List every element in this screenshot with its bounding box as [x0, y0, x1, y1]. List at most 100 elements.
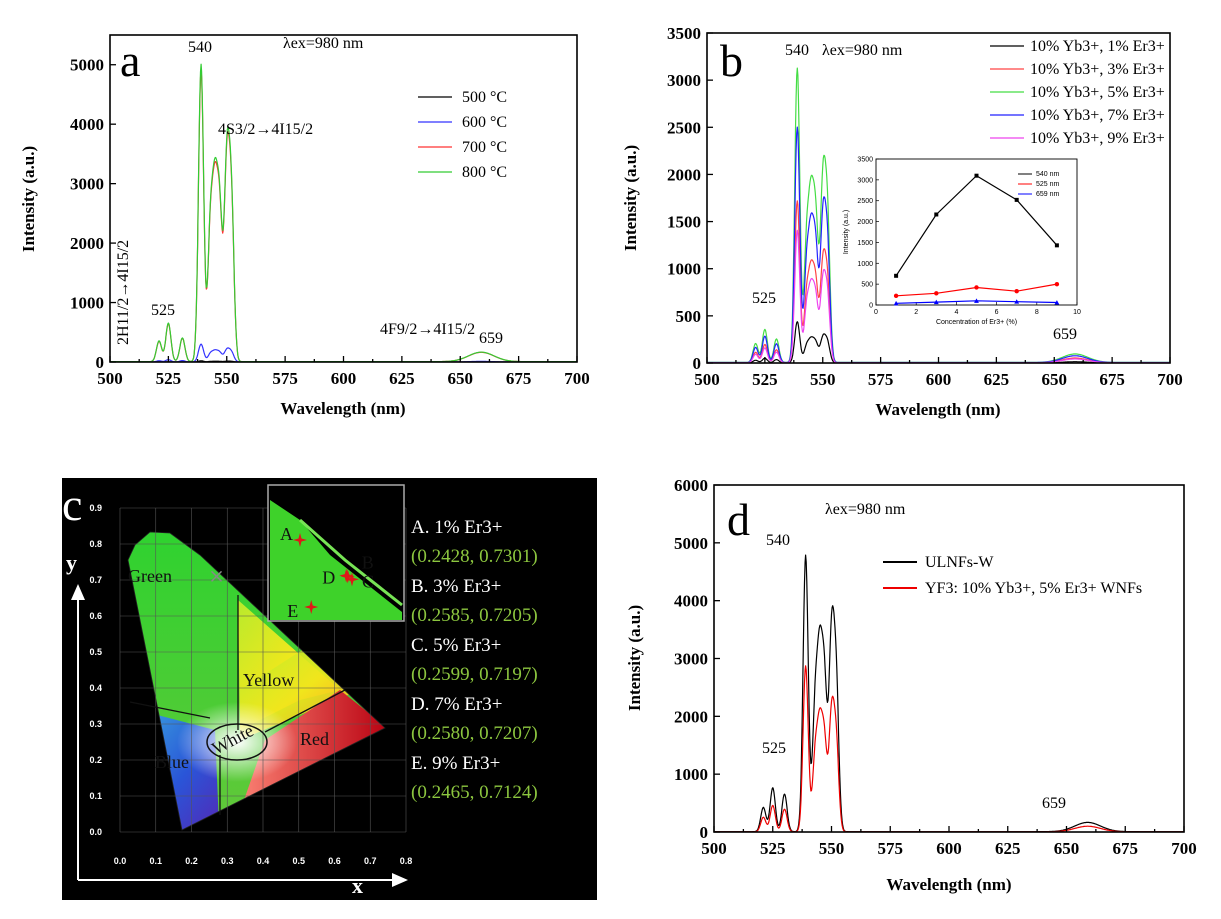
- panel-b-ylabel: Intensity (a.u.): [621, 145, 640, 251]
- cie-list-coords: (0.2585, 0.7205): [411, 605, 538, 626]
- cie-list-name: C. 5% Er3+: [411, 635, 501, 656]
- panel-b-xtick-label: 700: [1157, 370, 1183, 389]
- panel-a-label: a: [120, 35, 140, 86]
- cie-points: A BC D E: [280, 524, 374, 621]
- inset-xtick-label: 6: [995, 309, 999, 316]
- panel-b-legend-label: 10% Yb3+, 1% Er3+: [1030, 38, 1165, 55]
- inset-point: [1054, 281, 1060, 287]
- panel-a-xtick-label: 650: [448, 369, 474, 388]
- inset-ytick-label: 2000: [857, 219, 873, 226]
- panel-a-xtick-label: 575: [272, 369, 298, 388]
- panel-d: 500 525 550 575 600 625 650 675 700 0 1000 2000 300…: [625, 476, 1197, 894]
- cie-region-blue: Blue: [155, 752, 189, 772]
- panel-a-xtick-label: 625: [389, 369, 415, 388]
- panel-a-series-3: [110, 63, 577, 362]
- panel-b-yticks: 0 500 1000 1500 2000 2500 3000 3500: [667, 24, 713, 373]
- panel-d-xtick-label: 525: [760, 839, 786, 858]
- cie-point-label: B: [362, 552, 374, 572]
- panel-c-label: c: [62, 479, 82, 530]
- panel-b-legend-label: 10% Yb3+, 9% Er3+: [1030, 130, 1165, 147]
- cie-region-green: Green: [128, 566, 172, 586]
- panel-d-ytick-label: 4000: [674, 592, 708, 611]
- panel-a-frame: [109, 34, 578, 363]
- inset-frame: [875, 158, 1078, 306]
- panel-a-xlabel: Wavelength (nm): [280, 399, 405, 418]
- panel-a-legend-label: 800 °C: [462, 164, 507, 181]
- panel-d-peak-659: 659: [1042, 795, 1066, 812]
- panel-b-xtick-label: 550: [810, 370, 836, 389]
- panel-a-legend-label: 700 °C: [462, 139, 507, 156]
- cie-axes: [71, 584, 408, 887]
- inset-ytick-label: 2500: [857, 198, 873, 205]
- panel-a-xtick-label: 600: [331, 369, 357, 388]
- panel-d-yticks: 0 1000 2000 3000 4000 5000 6000: [674, 476, 720, 842]
- panel-b-xtick-label: 500: [694, 370, 720, 389]
- inset-point: [1014, 299, 1020, 304]
- panel-b-ytick-label: 1000: [667, 260, 701, 279]
- cie-ticks: 0.0 0.1 0.2 0.3 0.4 0.5 0.6 0.7 0.8 0.0 0.1 0.2 0.3 0…: [89, 503, 412, 866]
- cie-list-name: B. 3% Er3+: [411, 576, 501, 597]
- panel-d-excitation: λex=980 nm: [825, 501, 906, 518]
- cie-xtick-label: 0.2: [185, 856, 198, 866]
- cie-point-A: [293, 533, 307, 547]
- panel-a-peak-540: 540: [188, 39, 212, 56]
- panel-b-xticks: 500 525 550 575 600 625 650 675 700: [694, 357, 1183, 389]
- cie-ytick-label: 0.6: [89, 611, 102, 621]
- panel-a-yticks: 0 1000 2000 3000 4000 5000: [70, 56, 116, 372]
- cie-zoom-inset: A BC D E: [267, 484, 405, 622]
- panel-d-xtick-label: 625: [995, 839, 1021, 858]
- panel-d-legend-label: ULNFs-W: [925, 554, 994, 571]
- panel-d-xtick-label: 600: [936, 839, 962, 858]
- inset-point: [893, 300, 899, 306]
- panel-b-xtick-label: 575: [868, 370, 894, 389]
- cie-point-label: E: [287, 601, 298, 621]
- cie-list-name: A. 1% Er3+: [411, 517, 502, 538]
- cie-ytick-label: 0.2: [89, 755, 102, 765]
- panel-b-series-0: [707, 321, 1170, 363]
- inset-ytick-label: 1000: [857, 261, 873, 268]
- inset-ytick-label: 0: [869, 303, 873, 310]
- cie-list-name: E. 9% Er3+: [411, 753, 500, 774]
- panel-b-xtick-label: 625: [984, 370, 1010, 389]
- panel-d-ytick-label: 2000: [674, 707, 708, 726]
- cie-region-red: Red: [300, 729, 329, 749]
- cie-xtick-label: 0.5: [292, 856, 305, 866]
- inset-point: [974, 298, 979, 303]
- panel-b-xtick-label: 650: [1042, 370, 1068, 389]
- panel-b-ytick-label: 0: [693, 354, 702, 373]
- panel-d-xtick-label: 675: [1113, 839, 1139, 858]
- panel-b-xtick-label: 675: [1099, 370, 1125, 389]
- cie-xtick-label: 0.3: [221, 856, 234, 866]
- panel-a-legend: 500 °C 600 °C 700 °C 800 °C: [418, 89, 507, 181]
- panel-b-label: b: [720, 35, 743, 86]
- cie-ytick-label: 0.0: [89, 827, 102, 837]
- cie-ytick-label: 0.3: [89, 719, 102, 729]
- inset-xtick-label: 4: [954, 309, 958, 316]
- panel-b-peak-540: 540: [785, 42, 809, 59]
- cie-ytick-label: 0.8: [89, 539, 102, 549]
- cie-ytick-label: 0.7: [89, 575, 102, 585]
- panel-b-inset: 0 2 4 6 8 10 0 500 1000 1500 2000 2500 3000 3500 Conce…: [843, 157, 1081, 327]
- panel-b-xtick-label: 600: [926, 370, 952, 389]
- panel-d-ytick-label: 1000: [674, 765, 708, 784]
- cie-region-yellow: Yellow: [243, 670, 294, 690]
- inset-point: [894, 273, 899, 278]
- cie-point-C: [345, 572, 359, 587]
- inset-xlabel: Concentration of Er3+ (%): [936, 319, 1017, 326]
- panel-b-ytick-label: 500: [676, 307, 702, 326]
- inset-xtick-label: 8: [1035, 309, 1039, 316]
- cie-list-coords: (0.2465, 0.7124): [411, 782, 538, 803]
- panel-a-xtick-label: 700: [564, 369, 590, 388]
- panel-a-xtick-label: 525: [156, 369, 182, 388]
- panel-b-ytick-label: 2000: [667, 165, 701, 184]
- panel-b-xtick-label: 525: [752, 370, 778, 389]
- cie-point-label: D: [322, 568, 335, 588]
- panel-b: 500 525 550 575 600 625 650 675 700 050010001500…: [621, 24, 1183, 419]
- inset-ytick-label: 1500: [857, 240, 873, 247]
- cie-ytick-label: 0.4: [89, 683, 102, 693]
- inset-point: [1014, 289, 1019, 294]
- cie-xtick-label: 0.0: [114, 856, 127, 866]
- cie-white-ellipse: [206, 723, 268, 761]
- cie-ytick-label: 0.9: [89, 503, 102, 513]
